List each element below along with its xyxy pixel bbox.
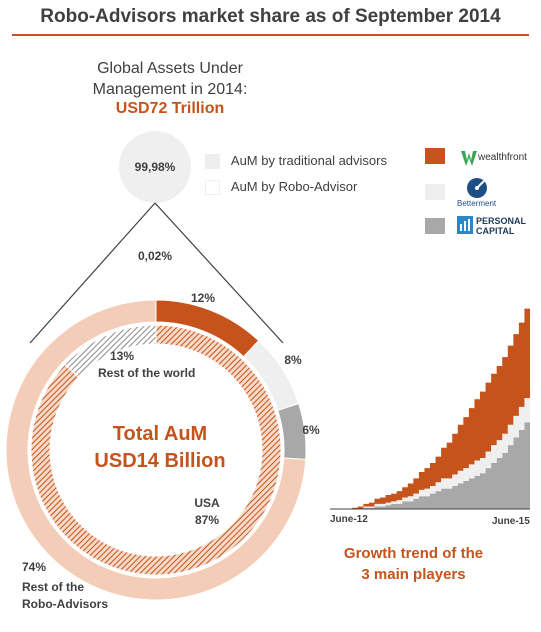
rest-world-name: Rest of the world: [98, 366, 196, 380]
connector-right: [154, 202, 284, 344]
outer-label-betterment: 8%: [284, 353, 302, 367]
x-tick-start: June-12: [330, 514, 368, 525]
area-series-personal-capital: [330, 414, 530, 509]
growth-area-chart: [330, 292, 530, 510]
personal-capital-icon: [457, 216, 473, 234]
small-pie-traditional-label: 99,98%: [135, 160, 176, 174]
wealthfront-logo: wealthfront: [460, 148, 535, 168]
small-pie-robo-label: 0,02%: [138, 249, 172, 263]
legend-swatch-robo: [205, 180, 220, 196]
personal-capital-name: PERSONAL CAPITAL: [476, 216, 526, 236]
growth-title-line1: Growth trend of the: [343, 545, 484, 562]
betterment-name: Betterment: [457, 199, 497, 208]
rest-robo-name: Rest of the Robo-Advisors: [22, 579, 108, 613]
personal-capital-logo: PERSONAL CAPITAL: [457, 215, 537, 237]
outer-label-wealthfront: 12%: [191, 291, 215, 305]
betterment-logo: Betterment: [457, 175, 497, 209]
rest-robo-pct: 74%: [22, 560, 47, 574]
area-layers: [330, 292, 530, 509]
rest-world-pct: 13%: [109, 349, 135, 363]
inner-slice-rest-of-world: [64, 324, 157, 379]
legend-swatch-betterment: [425, 184, 445, 200]
total-aum-line2: USD14 Billion: [94, 450, 226, 472]
legend-label-traditional: AuM by traditional advisors: [230, 153, 387, 168]
betterment-gauge-icon: [467, 178, 487, 198]
global-aum-value: USD72 Trillion: [115, 100, 225, 117]
legend-swatch-personal-capital: [425, 218, 445, 234]
x-tick-end: June-15: [492, 516, 530, 527]
wealthfront-icon: [461, 151, 477, 166]
personal-capital-name-line2: CAPITAL: [476, 226, 515, 236]
connector-left: [29, 202, 156, 344]
usa-pct: 87%: [194, 513, 220, 527]
global-aum-label: Global Assets Under Management in 2014:: [60, 58, 280, 100]
title-underline: [12, 34, 529, 36]
legend-label-robo: AuM by Robo-Advisor: [230, 179, 358, 194]
legend-top: AuM by traditional advisors AuM by Robo-…: [205, 153, 387, 196]
inner-ring: [30, 324, 282, 576]
small-pie-traditional-slice: [119, 131, 191, 203]
total-aum-line1: Total AuM: [112, 423, 208, 445]
total-aum-title: Total AuM USD14 Billion: [70, 421, 250, 475]
global-aum-label-line1: Global Assets Under: [97, 60, 243, 77]
outer-slice-rest-of-the-robo-advisors: [5, 299, 307, 601]
global-aum-label-line2: Management in 2014:: [92, 81, 248, 98]
legend-item-traditional: AuM by traditional advisors: [205, 153, 387, 170]
outer-ring: [5, 299, 307, 601]
legend-swatch-wealthfront: [425, 148, 445, 164]
personal-capital-name-line1: PERSONAL: [476, 216, 527, 226]
rest-robo-line1: Rest of the: [22, 580, 85, 594]
legend-item-robo: AuM by Robo-Advisor: [205, 179, 387, 196]
rest-robo-line2: Robo-Advisors: [22, 597, 109, 611]
page-title: Robo-Advisors market share as of Septemb…: [40, 6, 501, 27]
area-series-wealthfront: [330, 292, 530, 509]
inner-slice-usa: [30, 324, 282, 576]
outer-label-personal-capital: 6%: [302, 423, 320, 437]
growth-title: Growth trend of the 3 main players: [316, 543, 511, 585]
growth-title-line2: 3 main players: [361, 566, 466, 583]
usa-name: USA: [194, 496, 220, 510]
legend-swatch-traditional: [205, 154, 220, 170]
wealthfront-name: wealthfront: [478, 152, 527, 163]
